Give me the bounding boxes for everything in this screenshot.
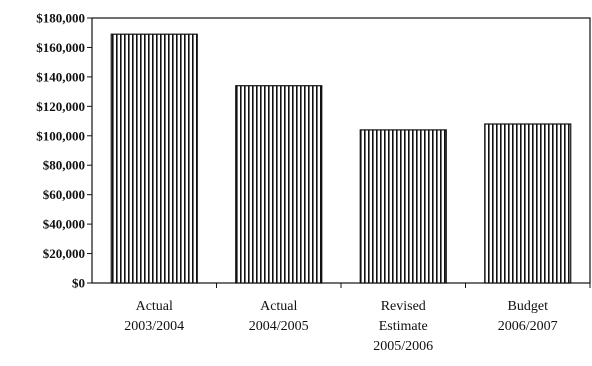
bar-0 <box>110 33 198 284</box>
bars <box>110 33 572 284</box>
y-tick-label: $180,000 <box>36 11 85 26</box>
y-tick-label: $120,000 <box>36 99 85 114</box>
x-tick-label-line: Revised <box>381 299 426 314</box>
y-tick-label: $0 <box>72 276 85 291</box>
x-tick-label-line: 2004/2005 <box>249 319 309 334</box>
x-tick-label-line: 2003/2004 <box>124 319 184 334</box>
y-tick-label: $60,000 <box>43 187 85 202</box>
y-tick-label: $20,000 <box>43 246 85 261</box>
y-tick-label: $80,000 <box>43 158 85 173</box>
x-tick-label-line: Actual <box>260 299 297 314</box>
y-tick-label: $140,000 <box>36 69 85 84</box>
x-tick-label-line: Estimate <box>379 319 428 334</box>
x-tick-label-line: Actual <box>136 299 173 314</box>
x-tick-label: Actual 2004/2005 <box>249 299 309 334</box>
x-tick-label: Actual 2003/2004 <box>124 299 184 334</box>
y-tick-label: $160,000 <box>36 40 85 55</box>
bar-3 <box>484 123 572 284</box>
x-tick-label-line: 2005/2006 <box>373 339 433 354</box>
x-tick-label-line: 2006/2007 <box>498 319 558 334</box>
y-axis: $0 $20,000 $40,000 $60,000 $80,000 $100,000 $1… <box>36 11 92 291</box>
bar-1 <box>235 85 323 284</box>
y-tick-label: $40,000 <box>43 217 85 232</box>
y-tick-label: $100,000 <box>36 128 85 143</box>
x-axis: Actual 2003/2004 Actual 2004/2005 Revised Est… <box>124 283 591 354</box>
x-tick-label-line: Budget <box>508 299 549 314</box>
x-tick-label: Budget 2006/2007 <box>498 299 558 334</box>
x-tick-label: Revised Estimate 2005/2006 <box>373 299 433 354</box>
bar-2 <box>359 129 447 284</box>
